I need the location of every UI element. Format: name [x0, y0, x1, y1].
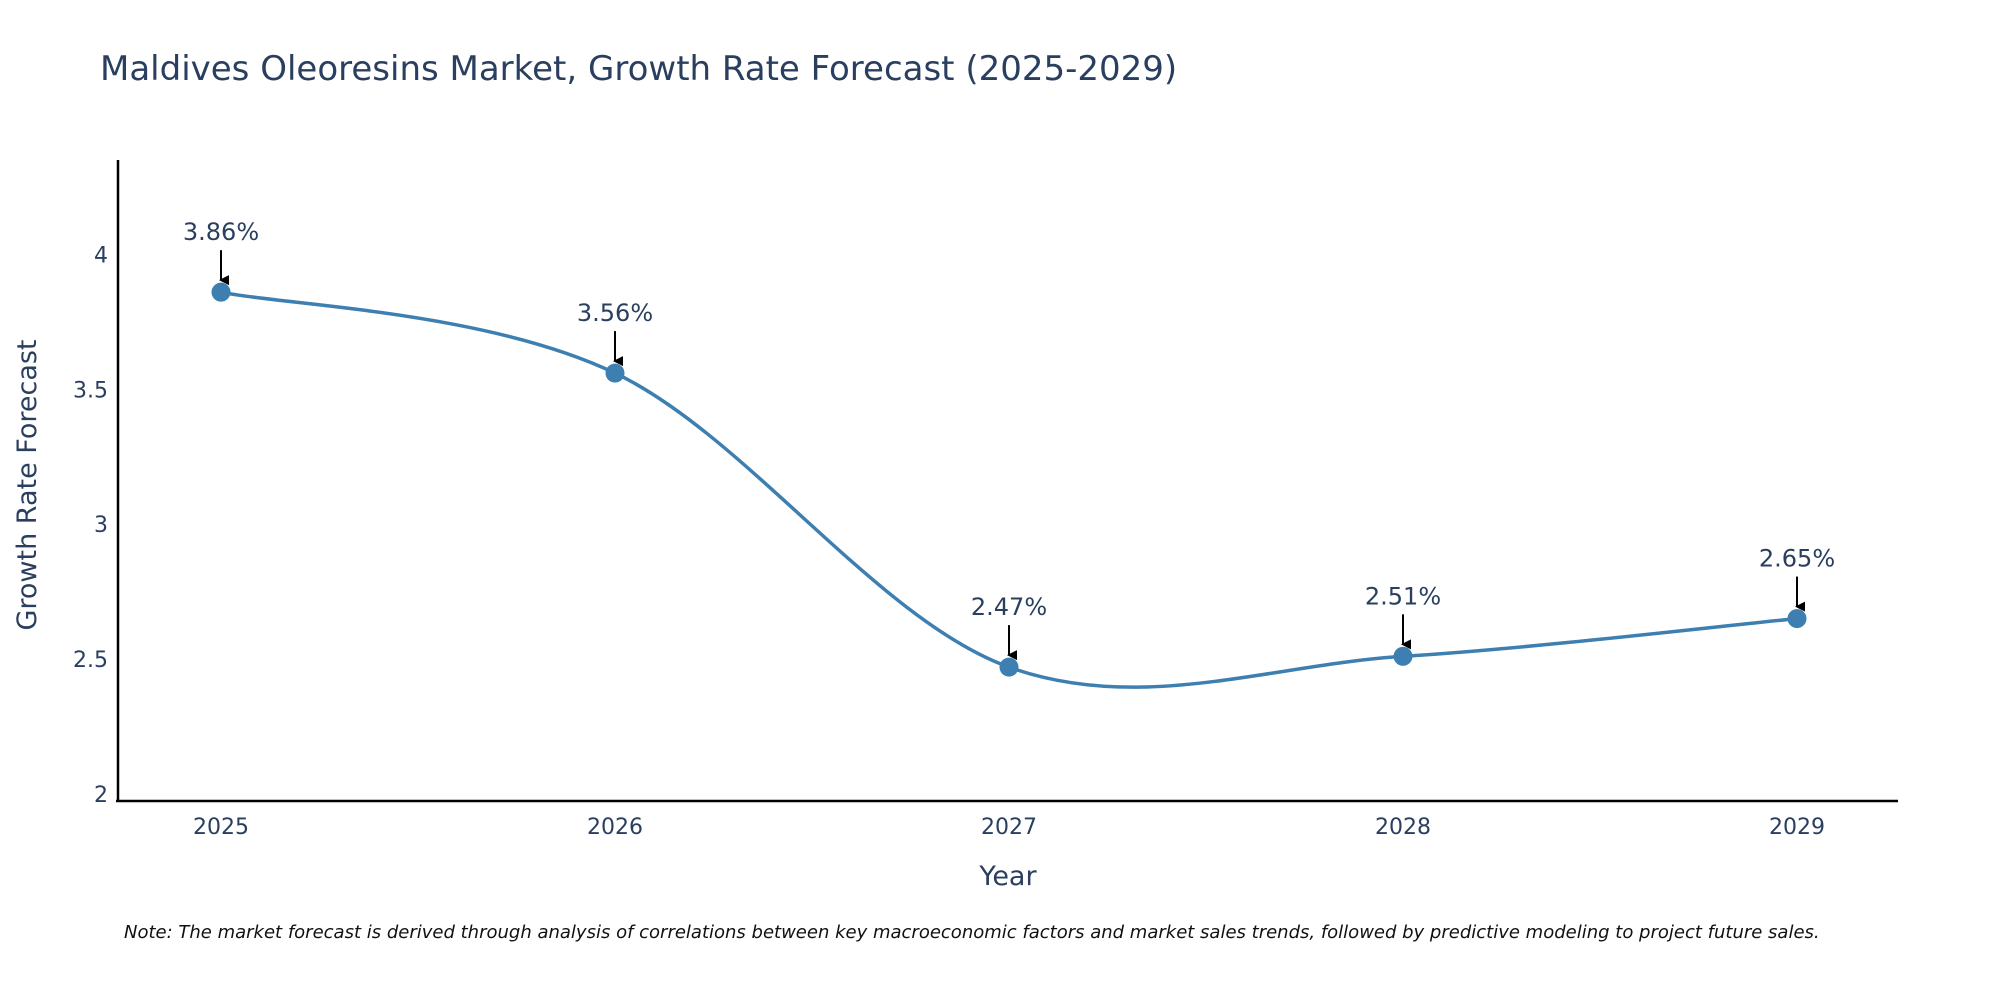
data-label: 2.47%	[971, 593, 1047, 621]
x-axis-title: Year	[978, 861, 1037, 892]
y-tick-label: 2.5	[73, 648, 108, 673]
x-tick-label: 2025	[193, 815, 249, 840]
chart-title: Maldives Oleoresins Market, Growth Rate …	[100, 49, 1177, 89]
data-annotations: 3.86% 3.56% 2.47% 2.51% 2.65%	[183, 218, 1835, 661]
y-tick-label: 2	[94, 783, 108, 808]
x-tick-label: 2026	[587, 815, 643, 840]
x-tick-label: 2027	[981, 815, 1037, 840]
data-label: 2.65%	[1759, 545, 1835, 573]
y-tick-label: 3	[94, 513, 108, 538]
data-label: 2.51%	[1365, 582, 1441, 610]
y-axis-title: Growth Rate Forecast	[12, 339, 43, 630]
y-tick-label: 4	[94, 243, 108, 268]
data-point	[999, 657, 1019, 677]
data-label: 3.56%	[577, 299, 653, 327]
data-points	[211, 282, 1807, 677]
footnote: Note: The market forecast is derived thr…	[124, 922, 1820, 943]
data-point	[1393, 646, 1413, 666]
data-point	[211, 282, 231, 302]
x-tick-labels: 2025 2026 2027 2028 2029	[193, 815, 1825, 840]
data-label: 3.86%	[183, 218, 259, 246]
x-tick-label: 2029	[1769, 815, 1825, 840]
x-tick-label: 2028	[1375, 815, 1431, 840]
y-tick-labels: 2 2.5 3 3.5 4	[73, 243, 108, 807]
data-point	[1787, 609, 1807, 629]
data-point	[605, 363, 625, 383]
y-tick-label: 3.5	[73, 378, 108, 403]
